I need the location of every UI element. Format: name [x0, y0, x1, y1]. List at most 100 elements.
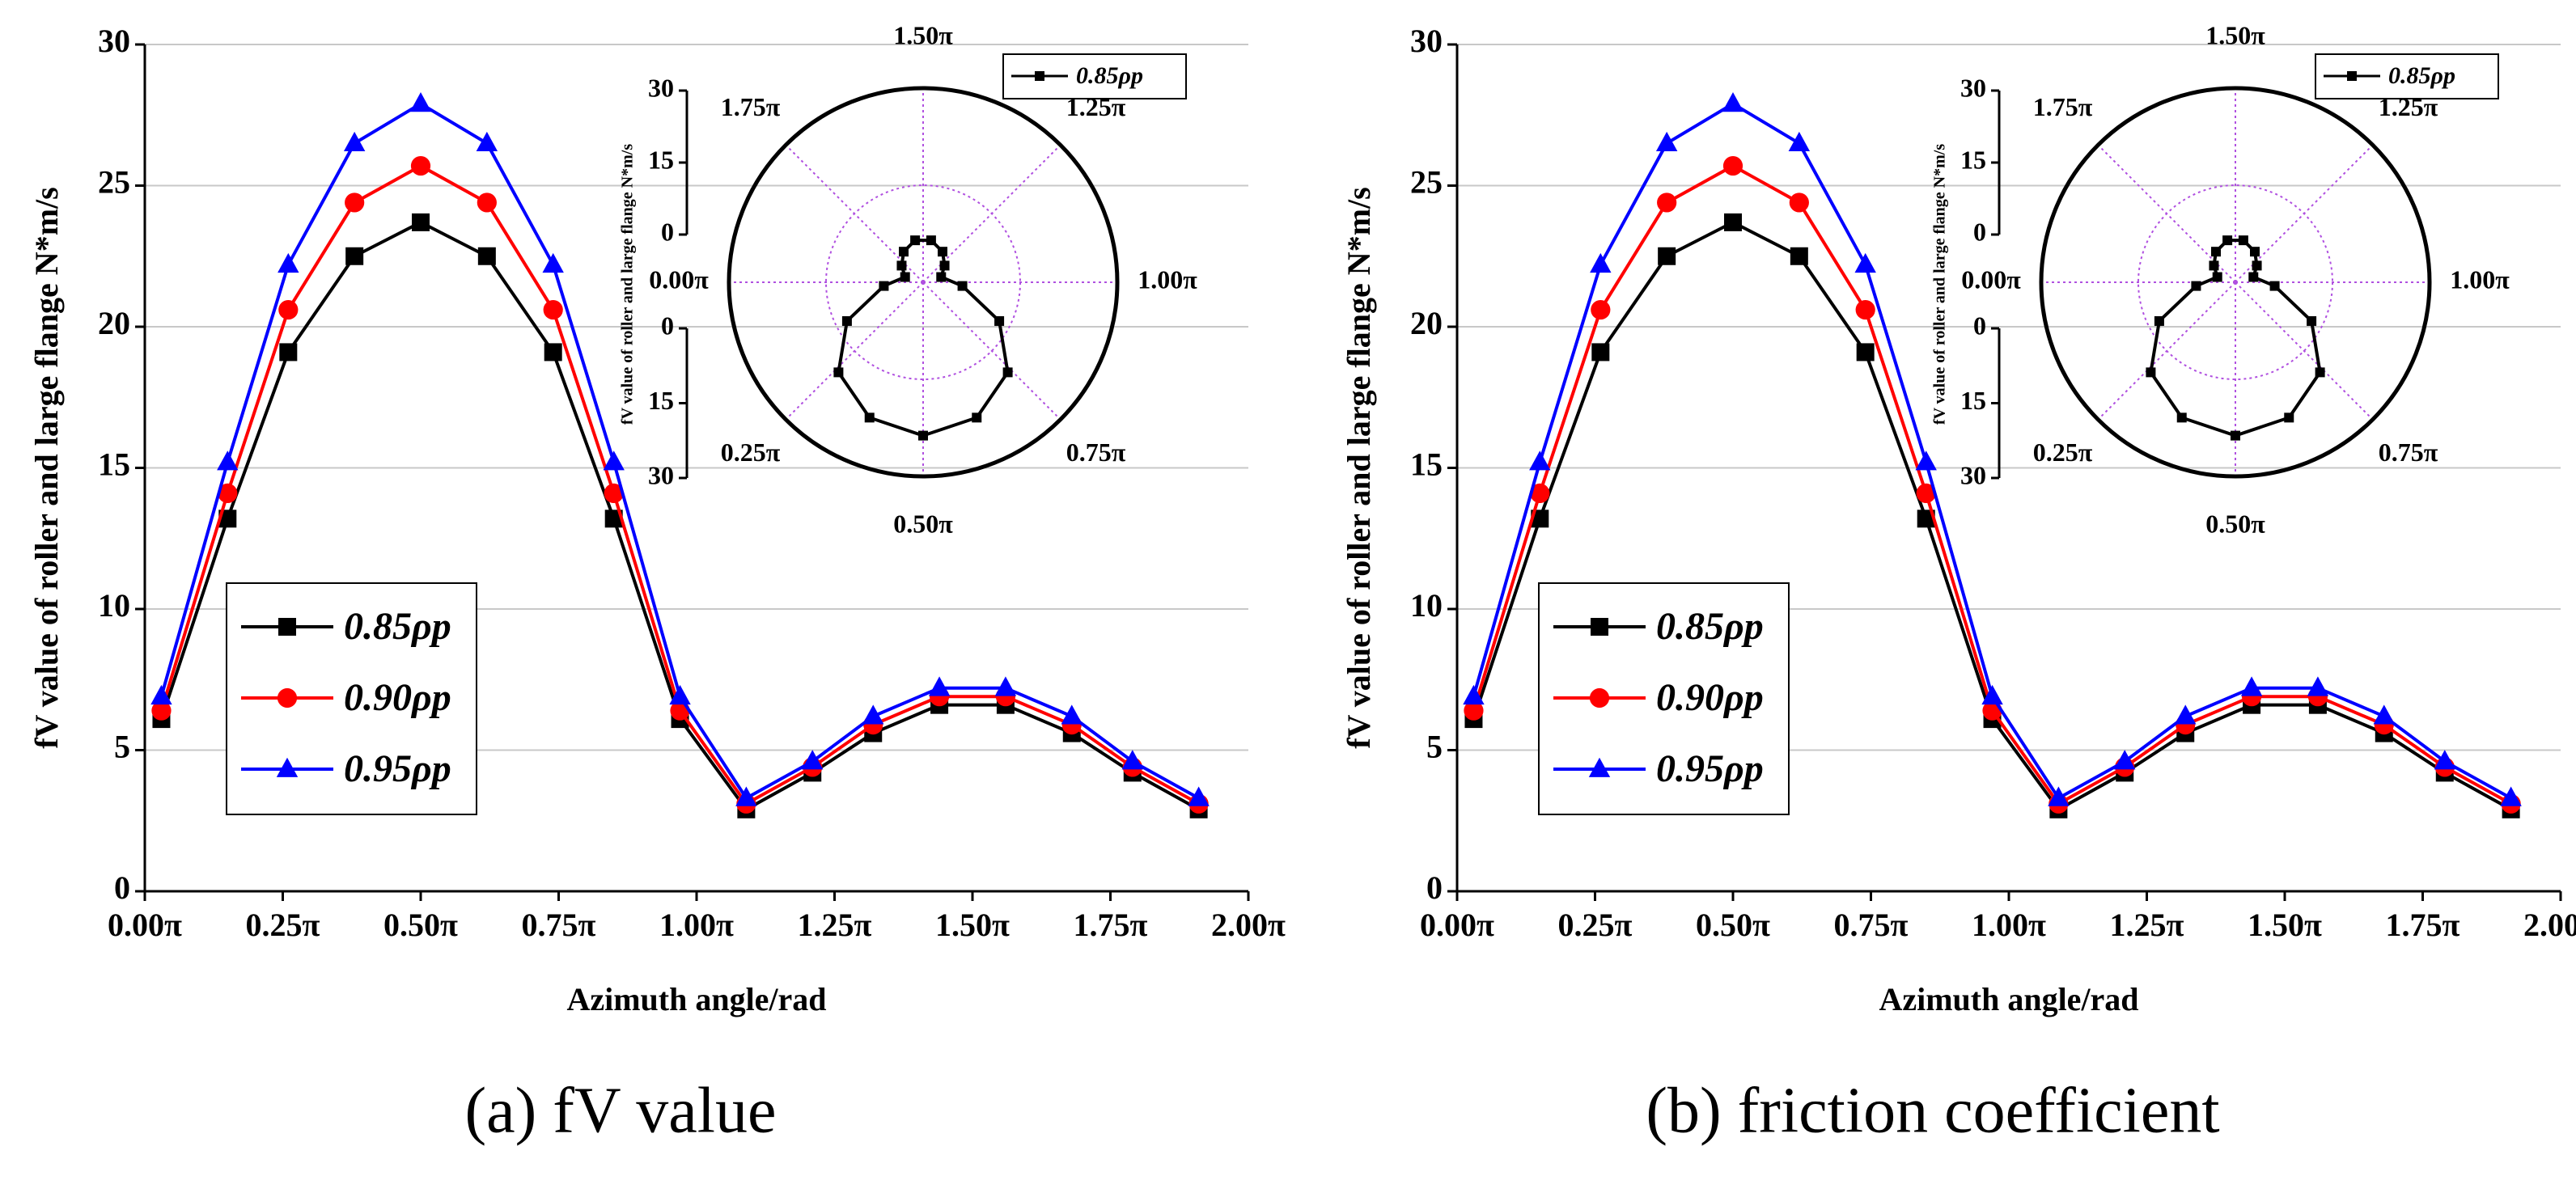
data-point [1657, 192, 1677, 213]
data-point [477, 192, 497, 213]
polar-point [2238, 235, 2248, 246]
y-tick-label: 30 [1410, 23, 1443, 59]
data-point [1655, 131, 1678, 152]
legend-label: 0.95ρp [1656, 747, 1764, 790]
data-point [1790, 247, 1808, 265]
spoke [922, 281, 1061, 421]
legend-label: 0.90ρp [1656, 676, 1764, 719]
legend-label: 0.90ρp [344, 676, 451, 719]
data-point [2307, 676, 2329, 696]
data-point [1591, 343, 1610, 362]
x-tick-label: 0.25π [1558, 907, 1633, 943]
data-point [1591, 299, 1611, 320]
theta-tick-label: 0.25π [721, 438, 781, 467]
x-tick-label: 0.75π [1834, 907, 1909, 943]
data-point [2175, 704, 2197, 725]
inset-legend-marker [1035, 71, 1044, 81]
data-point [409, 91, 432, 112]
y-tick-label: 0 [1426, 869, 1443, 906]
r-axis-label: fV value of roller and large flange N*m/… [619, 144, 637, 425]
x-tick-label: 1.50π [935, 907, 1010, 943]
data-point [2434, 750, 2455, 770]
y-tick-label: 15 [1410, 446, 1443, 483]
data-point [1788, 131, 1811, 152]
polar-point [957, 281, 968, 291]
data-point [345, 192, 365, 213]
x-tick-label: 1.25π [2110, 907, 2184, 943]
polar-point [918, 430, 928, 441]
data-point [279, 343, 298, 362]
data-point [2048, 786, 2070, 806]
data-point [1916, 483, 1936, 504]
data-point [278, 299, 299, 320]
data-point [1915, 450, 1937, 471]
inset-legend-marker [2347, 71, 2357, 81]
theta-tick-label: 0.25π [2033, 438, 2093, 467]
y-tick-label: 10 [98, 587, 130, 624]
x-tick-label: 0.00π [108, 907, 182, 943]
data-point [543, 299, 563, 320]
theta-tick-label: 0.50π [893, 509, 953, 538]
polar-point [2222, 235, 2233, 246]
spoke [2235, 281, 2374, 421]
data-point [862, 704, 884, 725]
data-point [1789, 192, 1809, 213]
data-point [802, 750, 824, 770]
data-point [476, 131, 498, 152]
data-point [542, 252, 564, 273]
data-point [994, 676, 1017, 696]
inset-legend-label: 0.85ρp [2388, 62, 2455, 89]
y-tick-label: 30 [98, 23, 130, 59]
data-point [1722, 91, 1744, 112]
data-point [1464, 700, 1484, 721]
y-tick-label: 5 [1426, 729, 1443, 765]
data-point [150, 684, 172, 705]
r-tick-label: 30 [1960, 460, 1986, 489]
data-point [603, 450, 625, 471]
x-tick-label: 0.75π [522, 907, 596, 943]
theta-tick-label: 0.00π [649, 264, 709, 294]
data-point [2240, 676, 2263, 696]
polar-point [972, 412, 982, 423]
data-point [1530, 483, 1550, 504]
r-tick-label: 0 [661, 217, 674, 246]
x-tick-label: 0.50π [383, 907, 458, 943]
r-tick-label: 15 [648, 145, 674, 174]
x-tick-label: 1.25π [798, 907, 872, 943]
y-tick-label: 15 [98, 446, 130, 483]
r-tick-label: 30 [1960, 73, 1986, 102]
theta-tick-label: 0.00π [1961, 264, 2021, 294]
data-point [218, 510, 237, 528]
polar-frame [2039, 86, 2432, 479]
data-point [2114, 750, 2136, 770]
data-point [1854, 252, 1876, 273]
polar-point [2231, 430, 2240, 441]
theta-tick-label: 0.50π [2205, 509, 2265, 538]
data-point [1722, 155, 1743, 176]
polar-frame [727, 86, 1120, 479]
legend-label: 0.85ρp [1656, 605, 1764, 648]
theta-tick-label: 1.75π [721, 92, 781, 121]
polar-point [2212, 272, 2222, 282]
theta-tick-label: 1.00π [2450, 264, 2510, 294]
polar-point [939, 260, 950, 271]
polar-point [2315, 367, 2325, 378]
data-point [544, 343, 562, 362]
y-tick-label: 0 [114, 869, 130, 906]
polar-point [926, 235, 936, 246]
r-tick-label: 30 [648, 73, 674, 102]
x-tick-label: 1.00π [659, 907, 734, 943]
x-tick-label: 1.50π [2248, 907, 2322, 943]
data-point [412, 213, 430, 231]
y-tick-label: 25 [1410, 164, 1443, 201]
data-point [345, 247, 364, 265]
r-tick-label: 0 [1973, 217, 1986, 246]
caption: (b) friction coefficient [1646, 1075, 2219, 1146]
polar-point [2248, 272, 2259, 282]
polar-point [1002, 367, 1013, 378]
polar-point [994, 315, 1005, 326]
data-point [1121, 750, 1143, 770]
theta-tick-label: 1.50π [2205, 20, 2265, 49]
data-point [2373, 704, 2395, 725]
legend-label: 0.95ρp [344, 747, 451, 790]
